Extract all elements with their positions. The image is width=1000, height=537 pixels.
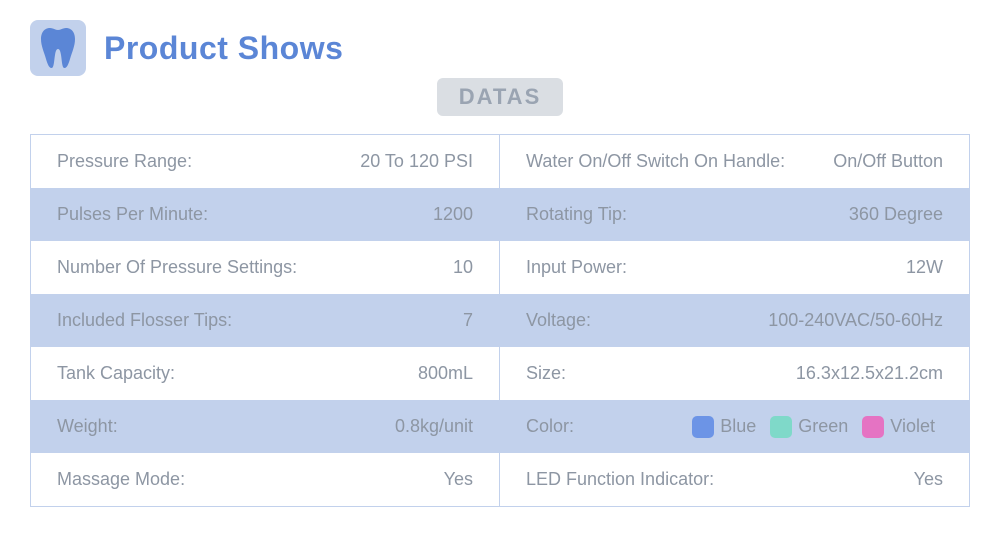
spec-label: Massage Mode: — [57, 469, 185, 490]
spec-col-left: Pressure Range: 20 To 120 PSI Pulses Per M… — [31, 135, 500, 506]
spec-value: 100-240VAC/50-60Hz — [768, 310, 943, 331]
datas-badge: DATAS — [437, 78, 564, 116]
spec-table: Pressure Range: 20 To 120 PSI Pulses Per M… — [30, 134, 970, 507]
spec-label: Rotating Tip: — [526, 204, 627, 225]
spec-label: Weight: — [57, 416, 118, 437]
spec-value: 800mL — [418, 363, 473, 384]
spec-row: Number Of Pressure Settings: 10 — [31, 241, 499, 294]
spec-label: Pulses Per Minute: — [57, 204, 208, 225]
spec-label: Color: — [526, 416, 574, 437]
spec-value: 360 Degree — [849, 204, 943, 225]
spec-label: Input Power: — [526, 257, 627, 278]
spec-row: Pressure Range: 20 To 120 PSI — [31, 135, 499, 188]
spec-label: Water On/Off Switch On Handle: — [526, 151, 785, 172]
spec-row: Included Flosser Tips: 7 — [31, 294, 499, 347]
spec-row: Weight: 0.8kg/unit — [31, 400, 499, 453]
color-swatch — [862, 416, 884, 438]
spec-col-right: Water On/Off Switch On Handle: On/Off But… — [500, 135, 969, 506]
spec-value: 16.3x12.5x21.2cm — [796, 363, 943, 384]
header: Product Shows — [30, 20, 970, 76]
spec-label: Number Of Pressure Settings: — [57, 257, 297, 278]
spec-value: 7 — [463, 310, 473, 331]
spec-row: Voltage: 100-240VAC/50-60Hz — [500, 294, 969, 347]
spec-value: Yes — [444, 469, 473, 490]
color-name: Blue — [720, 416, 756, 437]
spec-value: 10 — [453, 257, 473, 278]
tooth-icon — [39, 26, 77, 70]
spec-value-colors: Blue Green Violet — [692, 416, 943, 438]
spec-label: Pressure Range: — [57, 151, 192, 172]
spec-value: 1200 — [433, 204, 473, 225]
spec-label: Included Flosser Tips: — [57, 310, 232, 331]
color-name: Green — [798, 416, 848, 437]
spec-value: On/Off Button — [833, 151, 943, 172]
color-swatch — [692, 416, 714, 438]
spec-row: Color: Blue Green Violet — [500, 400, 969, 453]
spec-row: Rotating Tip: 360 Degree — [500, 188, 969, 241]
spec-row: Tank Capacity: 800mL — [31, 347, 499, 400]
spec-value: 0.8kg/unit — [395, 416, 473, 437]
spec-row: Pulses Per Minute: 1200 — [31, 188, 499, 241]
spec-label: Size: — [526, 363, 566, 384]
spec-label: Tank Capacity: — [57, 363, 175, 384]
spec-label: LED Function Indicator: — [526, 469, 714, 490]
page-title: Product Shows — [104, 30, 343, 67]
spec-value: 12W — [906, 257, 943, 278]
spec-value: 20 To 120 PSI — [360, 151, 473, 172]
spec-value: Yes — [914, 469, 943, 490]
spec-row: Input Power: 12W — [500, 241, 969, 294]
tooth-icon-badge — [30, 20, 86, 76]
color-name: Violet — [890, 416, 935, 437]
spec-row: Water On/Off Switch On Handle: On/Off But… — [500, 135, 969, 188]
spec-row: Size: 16.3x12.5x21.2cm — [500, 347, 969, 400]
color-swatch — [770, 416, 792, 438]
datas-badge-wrap: DATAS — [30, 78, 970, 116]
spec-label: Voltage: — [526, 310, 591, 331]
spec-row: Massage Mode: Yes — [31, 453, 499, 506]
spec-row: LED Function Indicator: Yes — [500, 453, 969, 506]
